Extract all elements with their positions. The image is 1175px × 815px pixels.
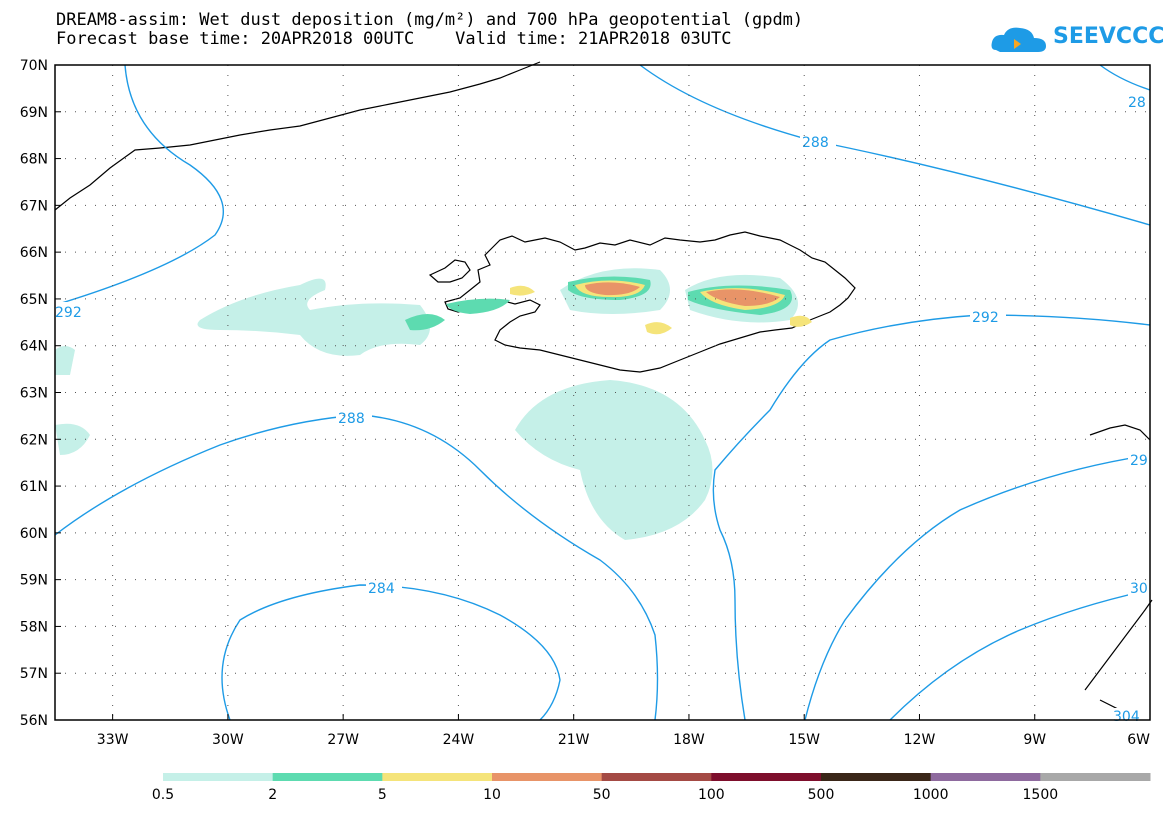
lat-tick-label: 66N [20,245,48,261]
colorbar-swatch [711,773,822,781]
contour-label-304: 304 [1113,709,1140,725]
colorbar-label: 50 [593,787,611,803]
contour-label-29: 29 [1130,453,1148,469]
lon-tick-label: 27W [327,732,359,748]
lon-tick-label: 30W [212,732,244,748]
map-title: DREAM8-assim: Wet dust deposition (mg/m²… [56,10,804,30]
colorbar: 0.5 2 5 10 50 100 500 1000 1500 [152,773,1151,803]
colorbar-label: 500 [808,787,835,803]
lat-tick-label: 62N [20,432,48,448]
lon-tick-label: 15W [788,732,820,748]
lat-tick-label: 64N [20,339,48,355]
colorbar-label: 1500 [1023,787,1059,803]
lon-tick-label: 9W [1023,732,1046,748]
contour-label-292-west: 292 [55,305,82,321]
colorbar-swatch [821,773,932,781]
colorbar-label: 0.5 [152,787,174,803]
lon-tick-label: 24W [443,732,475,748]
lat-tick-label: 68N [20,152,48,168]
lat-tick-label: 70N [20,58,48,74]
coastline-greenland [54,61,541,211]
coastline-iceland [428,231,856,373]
lat-tick-label: 57N [20,666,48,682]
lat-tick-label: 61N [20,479,48,495]
lat-tick-label: 63N [20,386,48,402]
lon-tick-label: 21W [558,732,590,748]
colorbar-swatch [492,773,603,781]
contour-label-28: 28 [1128,95,1146,111]
colorbar-label: 2 [268,787,277,803]
lon-tick-label: 12W [904,732,936,748]
axis-ticks: 33W 30W 27W 24W 21W 18W 15W 12W 9W 6W 70N 69N 68N 67N… [20,58,1151,748]
lat-tick-label: 69N [20,105,48,121]
lat-tick-label: 58N [20,619,48,635]
lat-tick-label: 65N [20,292,48,308]
colorbar-label: 5 [378,787,387,803]
dust-deposition-shading [55,268,812,540]
lon-tick-label: 6W [1127,732,1150,748]
map-subtitle: Forecast base time: 20APR2018 00UTC Vali… [56,29,732,49]
colorbar-label: 100 [698,787,725,803]
cloud-logo-icon [991,27,1046,52]
contour-label-30: 30 [1130,581,1148,597]
contour-label-288-north: 288 [802,135,829,151]
lat-tick-label: 59N [20,573,48,589]
colorbar-label: 1000 [913,787,949,803]
colorbar-swatch [163,773,274,781]
colorbar-swatch [1040,773,1151,781]
colorbar-label: 10 [483,787,501,803]
logo-text: SEEVCCC [1053,24,1165,49]
contour-labels: 288 292 288 284 292 28 29 30 304 [55,92,1152,725]
colorbar-swatch [930,773,1041,781]
lat-tick-label: 56N [20,713,48,729]
contour-label-284: 284 [368,581,395,597]
lon-tick-label: 18W [673,732,705,748]
colorbar-swatch [601,773,712,781]
lat-tick-label: 67N [20,198,48,214]
contour-label-292-east: 292 [972,310,999,326]
colorbar-swatch [272,773,383,781]
lon-tick-label: 33W [97,732,129,748]
contour-label-288-south: 288 [338,411,365,427]
lat-tick-label: 60N [20,526,48,542]
colorbar-swatch [382,773,493,781]
